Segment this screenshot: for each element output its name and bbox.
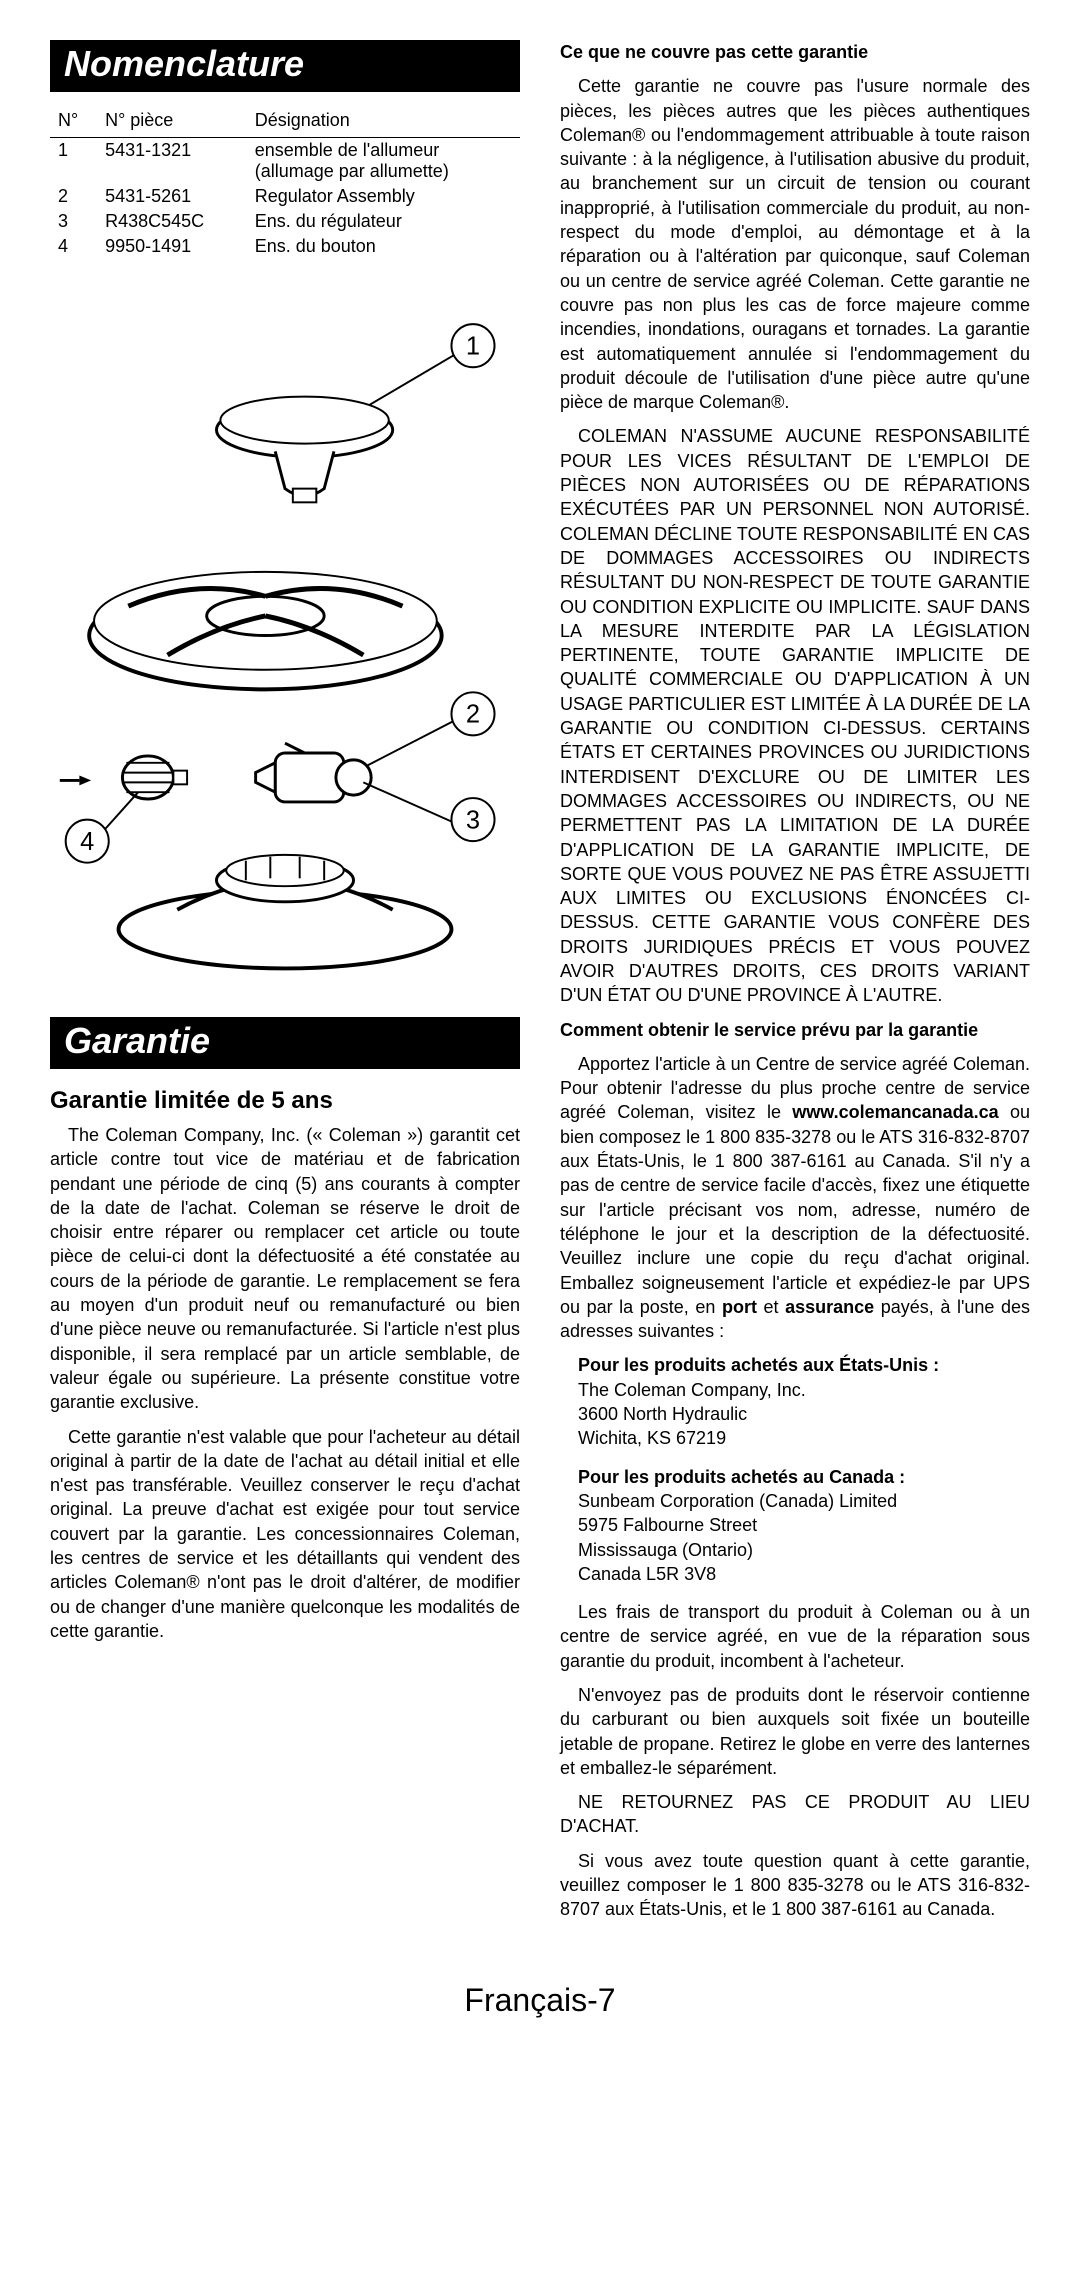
do-not-return: NE RETOURNEZ PAS CE PRODUIT AU LIEU D'AC…	[560, 1790, 1030, 1839]
address-us: Pour les produits achetés aux États-Unis…	[578, 1353, 1030, 1450]
address-line: The Coleman Company, Inc.	[578, 1378, 1030, 1402]
address-label: Pour les produits achetés aux États-Unis…	[578, 1353, 1030, 1377]
right-column: Ce que ne couvre pas cette garantie Cett…	[560, 40, 1030, 1932]
paragraph: COLEMAN N'ASSUME AUCUNE RESPONSABILITÉ P…	[560, 424, 1030, 1007]
cell: 9950-1491	[97, 234, 247, 259]
cell: R438C545C	[97, 209, 247, 234]
bold-text: assurance	[785, 1297, 874, 1317]
cell-text: ensemble de l'allumeur	[255, 140, 440, 160]
cell: ensemble de l'allumeur(allumage par allu…	[247, 138, 520, 185]
address-ca: Pour les produits achetés au Canada : Su…	[578, 1465, 1030, 1586]
url-text: www.colemancanada.ca	[792, 1102, 998, 1122]
th-piece: N° pièce	[97, 106, 247, 138]
table-row: 2 5431-5261 Regulator Assembly	[50, 184, 520, 209]
address-label: Pour les produits achetés au Canada :	[578, 1465, 1030, 1489]
table-row: 4 9950-1491 Ens. du bouton	[50, 234, 520, 259]
cell: 3	[50, 209, 97, 234]
th-no: N°	[50, 106, 97, 138]
cell: 5431-1321	[97, 138, 247, 185]
cell-text: (allumage par allumette)	[255, 161, 449, 181]
bold-text: port	[722, 1297, 757, 1317]
table-row: 3 R438C545C Ens. du régulateur	[50, 209, 520, 234]
address-line: Mississauga (Ontario)	[578, 1538, 1030, 1562]
parts-table: N° N° pièce Désignation 1 5431-1321 ense…	[50, 106, 520, 259]
paragraph: Si vous avez toute question quant à cett…	[560, 1849, 1030, 1922]
callout-4: 4	[80, 828, 94, 856]
address-line: 5975 Falbourne Street	[578, 1513, 1030, 1537]
paragraph: Apportez l'article à un Centre de servic…	[560, 1052, 1030, 1344]
cell: Ens. du bouton	[247, 234, 520, 259]
address-line: Sunbeam Corporation (Canada) Limited	[578, 1489, 1030, 1513]
nomenclature-header: Nomenclature	[50, 40, 520, 92]
address-line: Canada L5R 3V8	[578, 1562, 1030, 1586]
address-line: 3600 North Hydraulic	[578, 1402, 1030, 1426]
paragraph: N'envoyez pas de produits dont le réserv…	[560, 1683, 1030, 1780]
warranty-subheading: Garantie limitée de 5 ans	[50, 1087, 520, 1115]
paragraph: Cette garantie n'est valable que pour l'…	[50, 1425, 520, 1644]
cell: Ens. du régulateur	[247, 209, 520, 234]
table-row: 1 5431-1321 ensemble de l'allumeur(allum…	[50, 138, 520, 185]
exploded-diagram: 1	[50, 283, 520, 993]
diagram-svg: 1	[50, 283, 520, 988]
address-line: Wichita, KS 67219	[578, 1426, 1030, 1450]
bold-text: Ce que ne couvre pas cette garantie	[560, 42, 868, 62]
exclusions-heading: Ce que ne couvre pas cette garantie	[560, 40, 1030, 64]
page-footer: Français-7	[50, 1982, 1030, 2039]
text-run: et	[757, 1297, 785, 1317]
left-column: Nomenclature N° N° pièce Désignation 1 5…	[50, 40, 520, 1932]
paragraph: Cette garantie ne couvre pas l'usure nor…	[560, 74, 1030, 414]
cell: 4	[50, 234, 97, 259]
cell: 5431-5261	[97, 184, 247, 209]
service-heading: Comment obtenir le service prévu par la …	[560, 1018, 1030, 1042]
text-run: ou bien composez le 1 800 835-3278 ou le…	[560, 1102, 1030, 1316]
cell: Regulator Assembly	[247, 184, 520, 209]
paragraph: Les frais de transport du produit à Cole…	[560, 1600, 1030, 1673]
th-des: Désignation	[247, 106, 520, 138]
paragraph: The Coleman Company, Inc. (« Coleman ») …	[50, 1123, 520, 1415]
callout-1: 1	[466, 332, 480, 360]
warranty-body: The Coleman Company, Inc. (« Coleman ») …	[50, 1123, 520, 1643]
garantie-header: Garantie	[50, 1017, 520, 1069]
callout-2: 2	[466, 701, 480, 729]
cell: 1	[50, 138, 97, 185]
callout-3: 3	[466, 806, 480, 834]
cell: 2	[50, 184, 97, 209]
bold-text: Comment obtenir le service prévu par la …	[560, 1020, 978, 1040]
